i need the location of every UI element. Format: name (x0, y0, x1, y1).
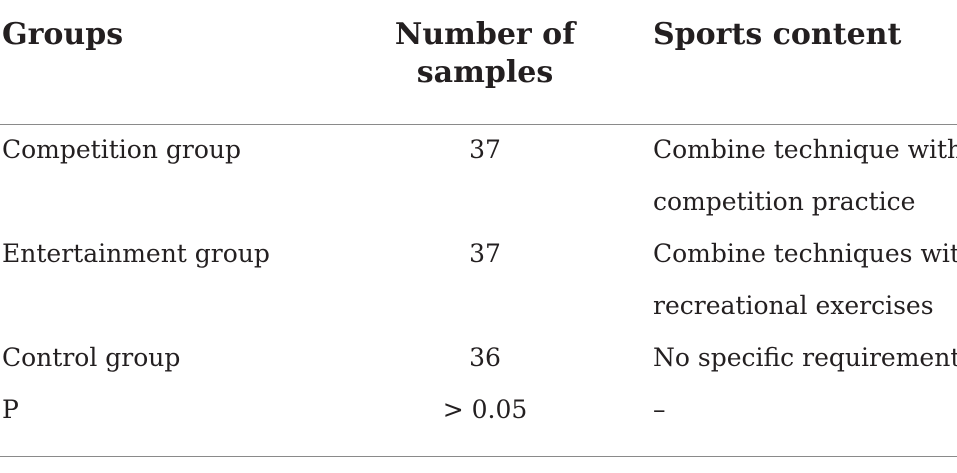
header-samples-line2: samples (416, 55, 554, 90)
header-number-of-samples: Number of samples (385, 16, 585, 92)
header-sports-content: Sports content (653, 17, 902, 52)
row-4-group: P (2, 395, 19, 424)
row-2-samples: 37 (469, 239, 501, 268)
row-2-content-line2: recreational exercises (653, 291, 934, 320)
row-2-content: Combine techniques with recreational exe… (653, 228, 957, 332)
table-bottom-rule (0, 456, 957, 457)
row-1-content-line1: Combine technique with (653, 135, 957, 164)
row-1-content: Combine technique with competition pract… (653, 124, 957, 228)
row-1-samples: 37 (469, 135, 501, 164)
row-2-content-line1: Combine techniques with (653, 239, 957, 268)
row-2-group: Entertainment group (2, 239, 270, 268)
header-groups: Groups (2, 17, 124, 52)
row-4-samples: > 0.05 (442, 395, 528, 424)
row-1-content-line2: competition practice (653, 187, 916, 216)
row-4-content: – (653, 395, 666, 424)
row-1-group: Competition group (2, 135, 241, 164)
row-3-content: No specific requirements (653, 343, 957, 372)
row-3-samples: 36 (469, 343, 501, 372)
row-3-group: Control group (2, 343, 181, 372)
header-samples-line1: Number of (394, 17, 576, 52)
header-divider (0, 124, 957, 125)
